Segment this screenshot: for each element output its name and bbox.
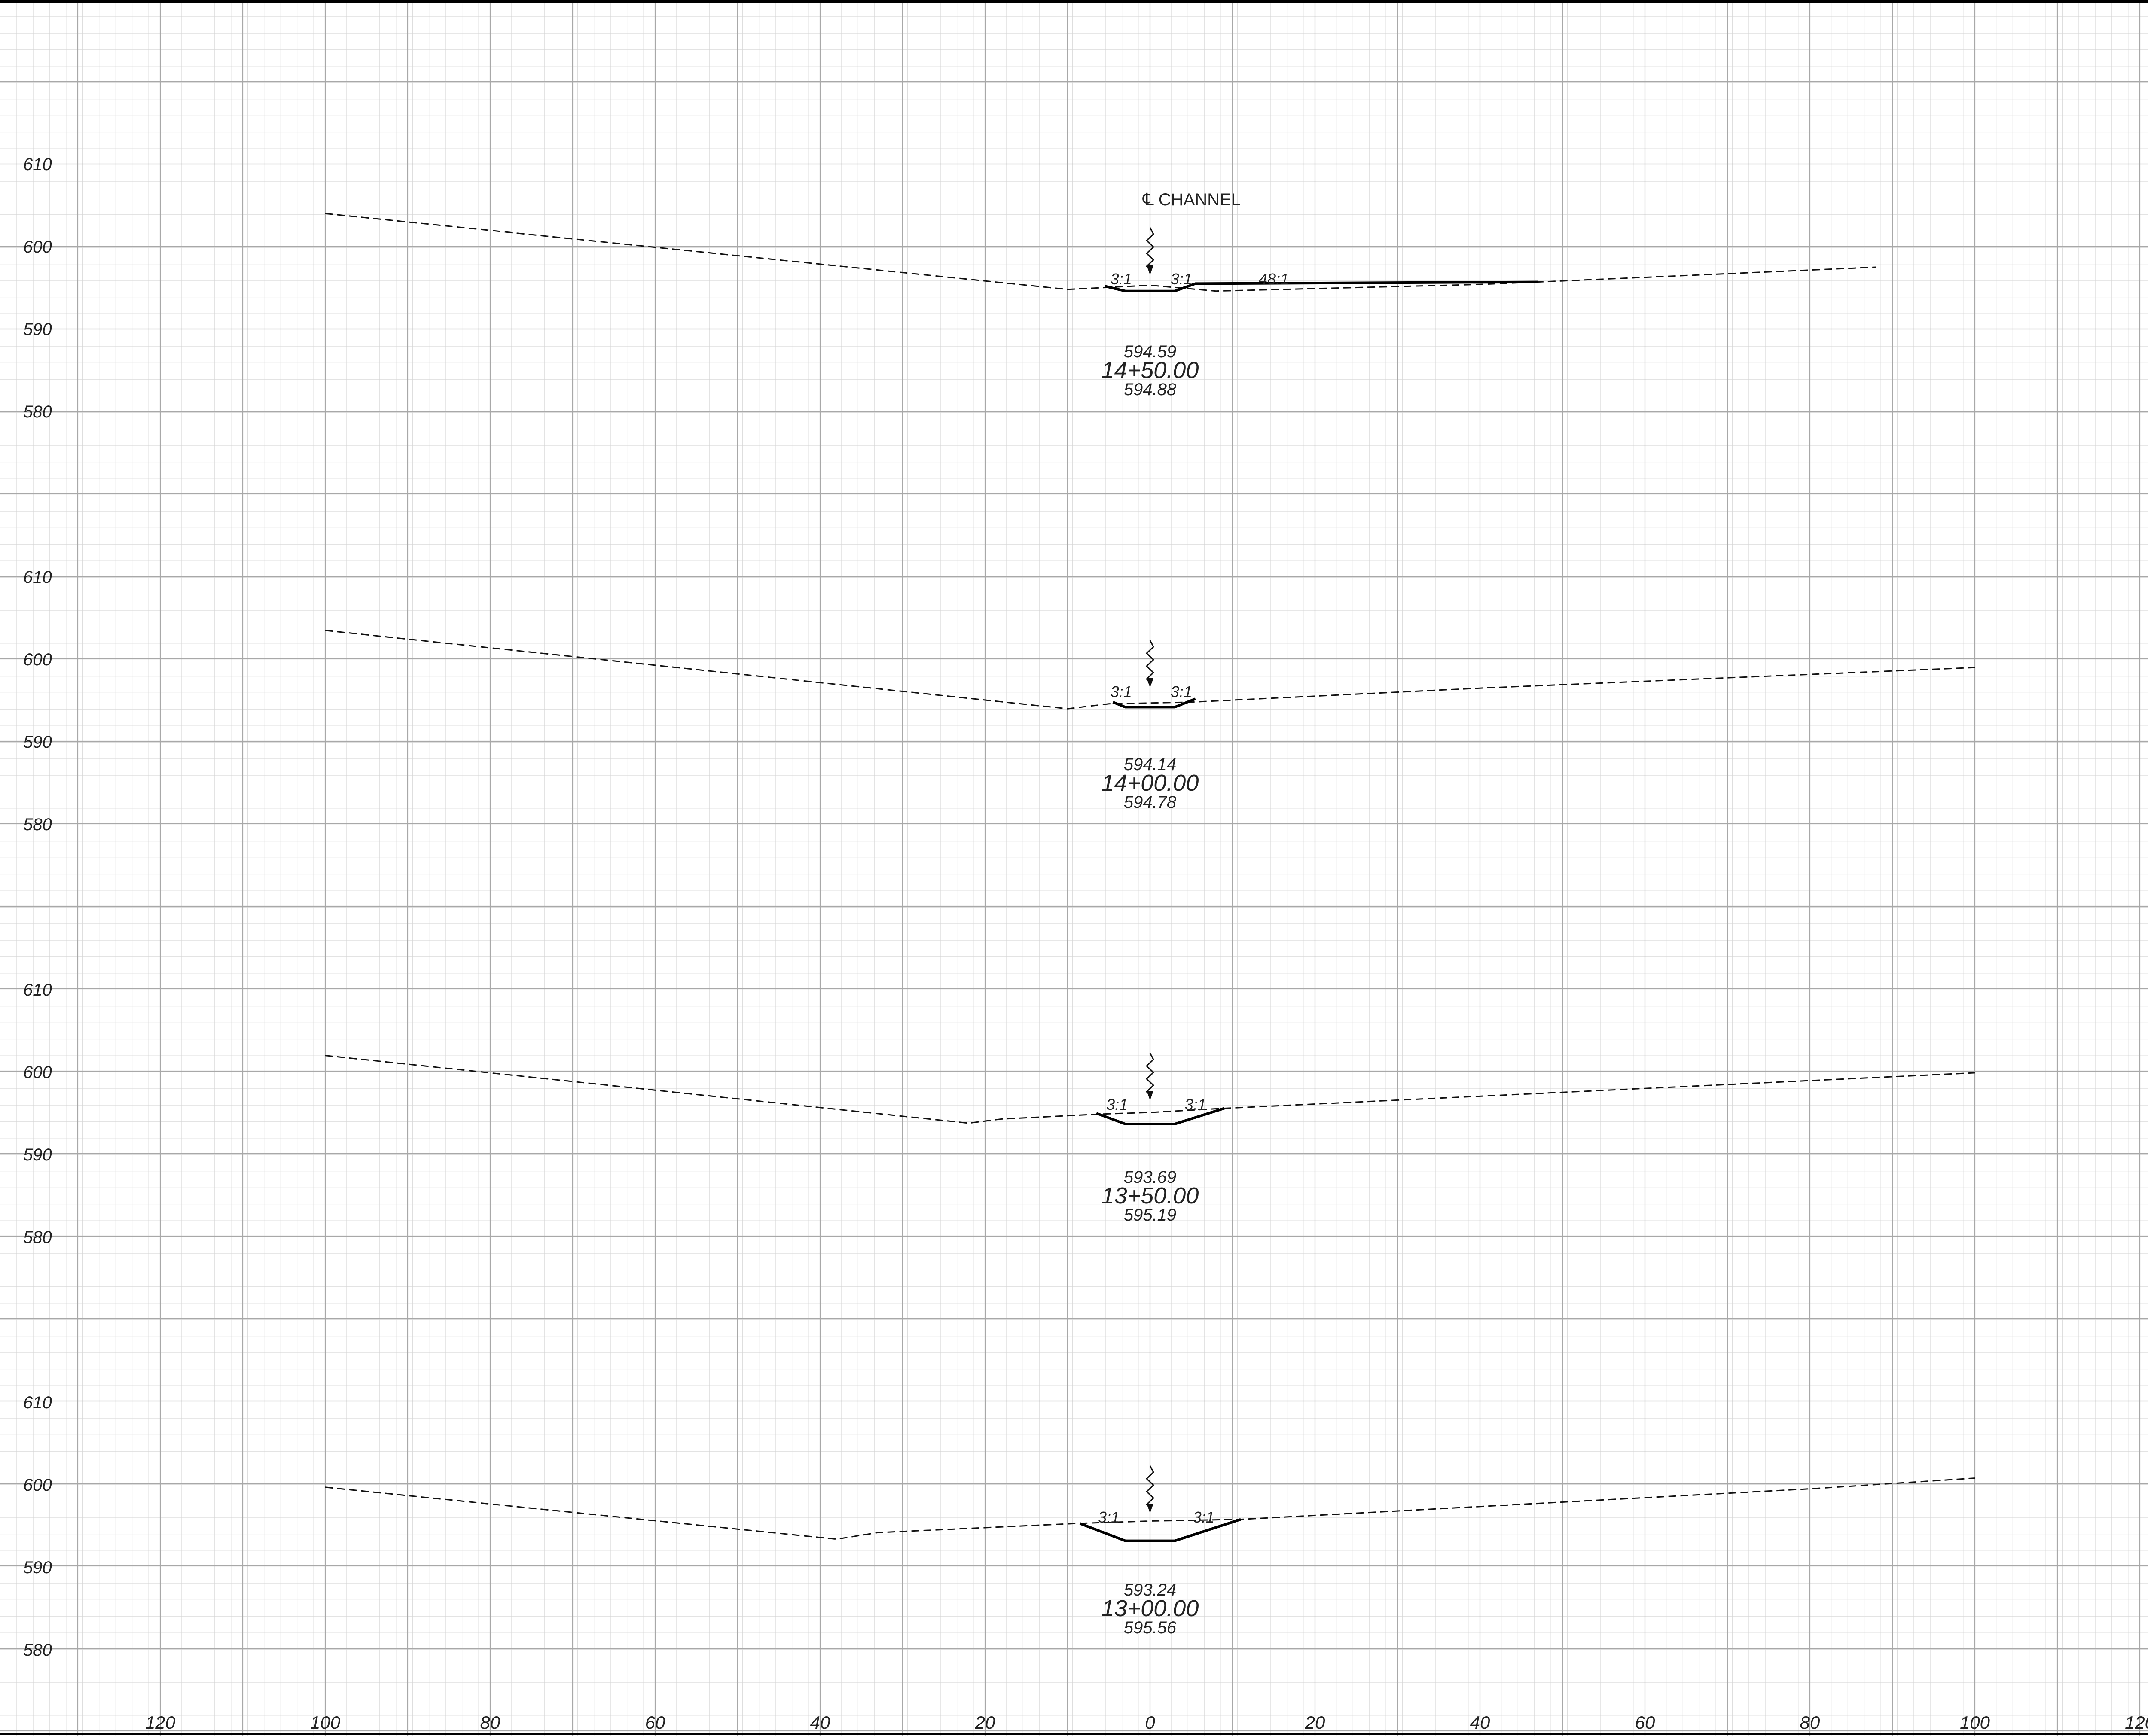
slope-label: 3:1 — [1171, 270, 1192, 288]
centerline-arrow — [1147, 265, 1153, 275]
slope-label: 3:1 — [1111, 683, 1132, 700]
centerline-marker — [1145, 1465, 1155, 1509]
elevation-label-left: 600 — [23, 1476, 52, 1495]
invert-elevation-label: 593.69 — [1124, 1168, 1176, 1187]
elevation-label-left: 590 — [23, 320, 52, 339]
slope-label: 48:1 — [1259, 270, 1289, 288]
elevation-label-left: 610 — [23, 1393, 52, 1412]
elevation-label-left: 580 — [23, 402, 52, 421]
centerline-arrow — [1147, 1091, 1153, 1100]
elevation-label-left: 610 — [23, 568, 52, 587]
offset-tick-label: 40 — [1470, 1712, 1490, 1733]
slope-label: 3:1 — [1106, 1096, 1128, 1113]
station-label: 13+50.00 — [1101, 1183, 1199, 1209]
centerline-arrow — [1147, 1504, 1153, 1513]
offset-tick-label: 100 — [1960, 1712, 1990, 1733]
offset-tick-label: 120 — [145, 1712, 176, 1733]
elevation-axis-labels: 610 610 600 600 590 590 580 580 610 610 600 600 590 5… — [23, 155, 52, 1660]
elevation-label-left: 580 — [23, 815, 52, 834]
invert-elevation-label: 593.24 — [1124, 1581, 1176, 1599]
ground-elevation-label: 594.78 — [1124, 793, 1177, 812]
centerline-arrow — [1147, 678, 1153, 688]
station-label: 14+00.00 — [1101, 770, 1199, 796]
slope-label: 3:1 — [1111, 270, 1132, 288]
elevation-label-left: 600 — [23, 650, 52, 669]
offset-tick-label: 60 — [1635, 1712, 1655, 1733]
channel-design-profile — [1079, 1518, 1242, 1542]
ground-elevation-label: 594.88 — [1124, 380, 1177, 399]
channel-design-profile — [1104, 280, 1538, 292]
offset-tick-label: 0 — [1145, 1712, 1155, 1733]
channel-centerline-label: ℄ CHANNEL — [1142, 190, 1241, 209]
slope-label: 3:1 — [1193, 1508, 1214, 1526]
slope-label: 3:1 — [1185, 1096, 1206, 1113]
invert-elevation-label: 594.14 — [1124, 755, 1176, 774]
slope-label: 3:1 — [1171, 683, 1192, 700]
centerline-marker — [1145, 1053, 1155, 1096]
station-label: 14+50.00 — [1101, 357, 1199, 383]
elevation-label-left: 610 — [23, 981, 52, 999]
ground-elevation-label: 595.19 — [1124, 1206, 1176, 1224]
offset-tick-label: 80 — [1800, 1712, 1820, 1733]
ground-elevation-label: 595.56 — [1124, 1618, 1177, 1637]
invert-elevation-label: 594.59 — [1124, 342, 1176, 361]
elevation-label-left: 600 — [23, 238, 52, 256]
channel-design-profile — [1096, 1107, 1225, 1125]
offset-axis-labels: 120 100 80 60 40 20 0 20 40 60 80 100 120 — [145, 1712, 2148, 1733]
elevation-label-left: 580 — [23, 1228, 52, 1247]
centerline-marker — [1145, 227, 1155, 271]
offset-tick-label: 20 — [975, 1712, 995, 1733]
offset-tick-label: 80 — [480, 1712, 500, 1733]
existing-ground-line — [325, 1477, 1975, 1540]
slope-label: 3:1 — [1098, 1508, 1120, 1526]
offset-tick-label: 100 — [310, 1712, 341, 1733]
offset-tick-label: 40 — [810, 1712, 830, 1733]
elevation-label-left: 590 — [23, 1145, 52, 1164]
centerline-marker — [1145, 640, 1155, 683]
station-label: 13+00.00 — [1101, 1596, 1199, 1621]
elevation-label-left: 600 — [23, 1063, 52, 1082]
elevation-label-left: 580 — [23, 1641, 52, 1660]
channel-design-profile — [1112, 697, 1196, 709]
elevation-label-left: 610 — [23, 155, 52, 174]
elevation-label-left: 590 — [23, 1558, 52, 1577]
offset-tick-label: 60 — [645, 1712, 665, 1733]
offset-tick-label: 20 — [1305, 1712, 1325, 1733]
elevation-label-left: 590 — [23, 733, 52, 752]
existing-ground-line — [325, 630, 1975, 710]
offset-tick-label: 120 — [2125, 1712, 2148, 1733]
